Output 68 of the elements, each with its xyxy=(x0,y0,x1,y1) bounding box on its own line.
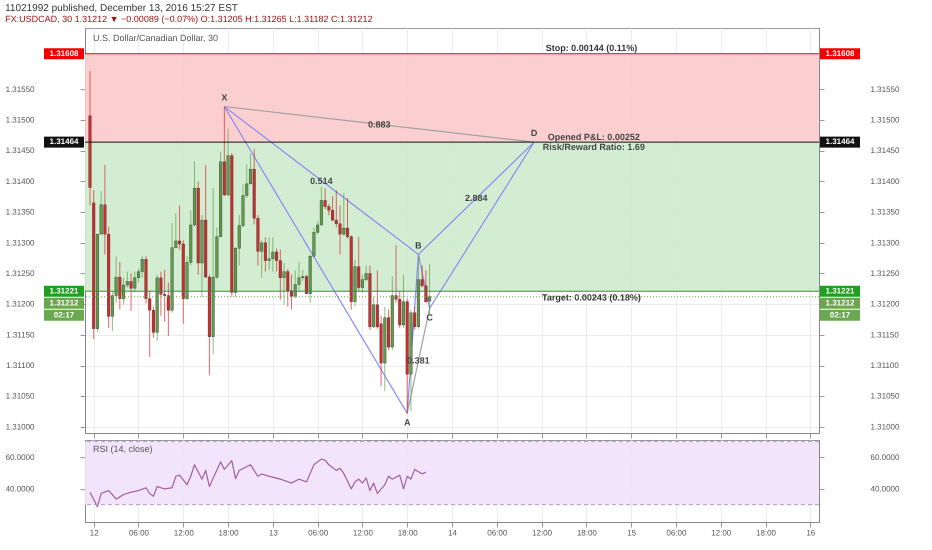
x-tick-label: 16 xyxy=(806,528,816,538)
x-tick-label: 12:00 xyxy=(711,528,732,538)
annotation: Opened P&L: 0.00252 Risk/Reward Ratio: 1.69 xyxy=(542,132,645,152)
x-tick-label: 18:00 xyxy=(398,528,418,538)
y2-tick-label: 1.31050 xyxy=(870,392,900,401)
y-tick-label: 1.31400 xyxy=(6,176,36,186)
chart-title: RSI (14, close) xyxy=(93,444,153,454)
text: 1.31608 xyxy=(50,48,78,58)
annotation: 0.883 xyxy=(368,119,390,130)
y-tick-label: 1.31350 xyxy=(6,208,36,217)
x-tick-label: 06:00 xyxy=(666,528,687,538)
y-tick-label: 1.31200 xyxy=(6,300,36,309)
x-tick-label: 14 xyxy=(448,528,458,538)
chart-subtitle: FX:USDCAD, 30 1.31212 ▼ −0.00089 (−0.07%) O:1.31205 H:1.31265 L:1.31182 C:1.31212 xyxy=(5,14,373,24)
ref-line-label: 1.31212 xyxy=(826,298,856,308)
chart-title: 11021992 published, December 13, 2016 15:27 EST xyxy=(5,3,238,14)
y-tick-label: 1.31150 xyxy=(6,330,36,340)
annotation: C xyxy=(426,312,434,322)
ref-line-label: 1.31221 xyxy=(826,286,856,296)
x-tick-label: 18:00 xyxy=(756,528,777,538)
y-tick-label: 1.31100 xyxy=(6,361,36,370)
y-tick-label: 60.0000 xyxy=(6,452,36,462)
x-tick-label: 06:00 xyxy=(487,528,508,538)
x-tick-label: 18:00 xyxy=(218,528,240,538)
y-tick-label: 1.31000 xyxy=(6,422,36,432)
y2-tick-label: 1.31250 xyxy=(870,268,900,278)
y2-tick-label: 1.31400 xyxy=(870,176,900,186)
annotation: B xyxy=(415,240,422,250)
ref-line-label: 1.31608 xyxy=(826,48,856,58)
y-tick-label: 40.0000 xyxy=(6,484,36,494)
band-label: Target: 0.00243 (0.18%) xyxy=(542,292,641,302)
annotation: U.S. Dollar/Canadian Dollar, 30 xyxy=(93,33,218,43)
text: 1.31212 xyxy=(50,298,78,308)
x-tick-label: 18:00 xyxy=(576,528,598,538)
x-tick-label: 15 xyxy=(627,528,637,538)
annotation: X xyxy=(221,92,228,103)
y2-tick-label: 40.0000 xyxy=(870,484,900,494)
x-tick-label: 12:00 xyxy=(532,528,553,538)
y2-tick-label: 1.31150 xyxy=(870,330,900,340)
x-tick-label: 12:00 xyxy=(174,528,194,538)
y2-tick-label: 1.31500 xyxy=(870,116,900,125)
band-label: Stop: 0.00144 (0.11%) xyxy=(546,42,638,53)
y2-tick-label: 1.31300 xyxy=(870,238,900,248)
text: 02:17 xyxy=(54,310,74,320)
annotation: D xyxy=(530,128,538,138)
x-tick-label: 06:00 xyxy=(128,528,150,538)
ref-line-label: 1.31464 xyxy=(826,137,856,146)
x-tick-label: 13 xyxy=(268,528,278,538)
y2-tick-label: 1.31100 xyxy=(870,361,900,370)
y2-tick-label: 1.31200 xyxy=(870,300,900,309)
text: 1.31464 xyxy=(50,137,78,146)
y-tick-label: 1.31500 xyxy=(6,116,36,125)
y-tick-label: 1.31450 xyxy=(6,146,36,156)
text: 02:17 xyxy=(830,310,851,320)
x-tick-label: 06:00 xyxy=(308,528,329,538)
y-tick-label: 1.31250 xyxy=(6,268,36,278)
y-tick-label: 1.31300 xyxy=(6,238,36,248)
y2-tick-label: 1.31450 xyxy=(870,146,900,156)
x-tick-label: 12 xyxy=(90,528,100,538)
y2-tick-label: 1.31550 xyxy=(870,84,900,94)
y2-tick-label: 1.31350 xyxy=(870,208,900,217)
y2-tick-label: 1.31000 xyxy=(870,422,900,432)
annotation: A xyxy=(404,417,411,428)
x-tick-label: 12:00 xyxy=(352,528,374,538)
y-tick-label: 1.31050 xyxy=(6,392,36,401)
text: 1.31221 xyxy=(50,286,78,296)
y2-tick-label: 60.0000 xyxy=(870,452,900,462)
y-tick-label: 1.31550 xyxy=(6,84,36,94)
